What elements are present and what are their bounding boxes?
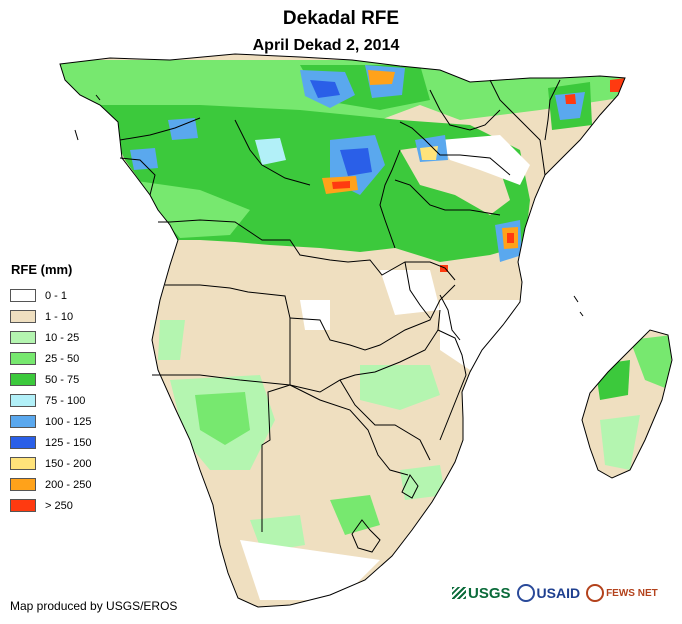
legend-row: 125 - 150 <box>10 432 91 453</box>
legend-label: 125 - 150 <box>45 436 92 449</box>
legend-swatch <box>10 478 36 491</box>
legend-title: RFE (mm) <box>11 262 73 277</box>
legend-label: > 250 <box>45 499 73 512</box>
legend-label: 0 - 1 <box>45 289 68 302</box>
map-credit: Map produced by USGS/EROS <box>10 599 178 613</box>
legend-swatch <box>10 289 36 302</box>
map-rainfall-field <box>60 54 672 607</box>
usaid-logo-text: USAID <box>536 585 581 601</box>
legend-label: 75 - 100 <box>45 394 86 407</box>
map-title: Dekadal RFE <box>282 8 400 29</box>
legend-label: 200 - 250 <box>45 478 92 491</box>
legend-label: 100 - 125 <box>45 415 92 428</box>
legend-swatch <box>10 436 36 449</box>
usaid-seal-icon <box>516 584 535 602</box>
usgs-logo: USGS <box>452 585 511 602</box>
country-borders <box>119 79 561 553</box>
legend-label: 150 - 200 <box>45 457 92 470</box>
legend-row: 75 - 100 <box>10 390 91 411</box>
usaid-logo: USAID <box>516 584 581 602</box>
fewsnet-logo-text: FEWS NET <box>606 587 658 599</box>
usgs-logo-text: USGS <box>468 584 511 602</box>
legend-row: 200 - 250 <box>10 474 91 495</box>
rfe-legend: RFE (mm) 0 - 1 1 - 10 10 - 25 25 - 50 50… <box>10 262 91 516</box>
legend-row: 100 - 125 <box>10 411 91 432</box>
legend-label: 10 - 25 <box>45 331 80 344</box>
legend-swatch <box>10 457 36 470</box>
legend-swatch <box>10 373 36 386</box>
legend-row: 1 - 10 <box>10 306 91 327</box>
map-subtitle: April Dekad 2, 2014 <box>252 37 400 54</box>
legend-row: > 250 <box>10 495 91 516</box>
legend-label: 50 - 75 <box>45 373 80 386</box>
legend-swatch <box>10 310 36 323</box>
legend-row: 150 - 200 <box>10 453 91 474</box>
usgs-mark-icon <box>452 587 466 599</box>
legend-label: 25 - 50 <box>45 352 80 365</box>
legend-swatch <box>10 394 36 407</box>
legend-label: 1 - 10 <box>45 310 74 323</box>
islands <box>74 94 584 317</box>
legend-swatch <box>10 499 36 512</box>
legend-swatch <box>10 331 36 344</box>
legend-row: 25 - 50 <box>10 348 91 369</box>
legend-swatch <box>10 352 36 365</box>
legend-row: 10 - 25 <box>10 327 91 348</box>
legend-swatch <box>10 415 36 428</box>
legend-row: 0 - 1 <box>10 285 91 306</box>
fewsnet-logo: FEWS NET <box>586 584 658 602</box>
legend-row: 50 - 75 <box>10 369 91 390</box>
agency-logos: USGS USAID FEWS NET <box>452 584 658 602</box>
fewsnet-seal-icon <box>586 584 605 602</box>
